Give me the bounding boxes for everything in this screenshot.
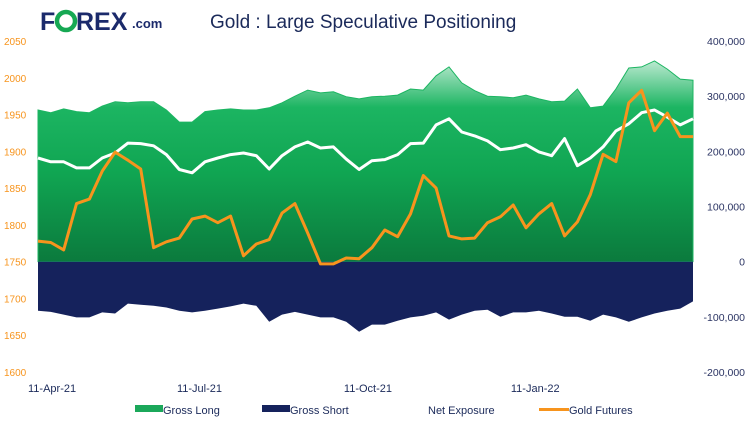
gross-long-area [37, 60, 694, 263]
logo-rex: REX [76, 8, 128, 36]
legend-label: Gross Long [163, 405, 220, 417]
legend-item-gross-short: Gross Short [262, 405, 349, 417]
x-axis-tick: 11-Apr-21 [28, 383, 76, 395]
x-axis-tick: 11-Oct-21 [344, 383, 392, 395]
logo: F REX .com [40, 8, 162, 36]
left-axis-tick: 1850 [4, 184, 27, 195]
gold-futures-line [37, 88, 693, 266]
x-axis-tick: 11-Jul-21 [177, 383, 222, 395]
x-axis-tick: 11-Jan-22 [511, 383, 560, 395]
logo-com: .com [132, 16, 162, 31]
left-axis-tick: 1650 [4, 331, 27, 342]
left-axis-tick: 1600 [4, 368, 27, 379]
legend-swatch [262, 405, 290, 412]
right-axis-tick: 200,000 [707, 146, 745, 158]
legend-swatch [135, 405, 163, 412]
left-axis-tick: 1950 [4, 111, 27, 122]
legend-label: Net Exposure [428, 405, 495, 417]
left-axis-tick: 1800 [4, 221, 27, 232]
chart-title: Gold : Large Speculative Positioning [210, 12, 516, 33]
left-axis-tick: 2050 [4, 37, 27, 48]
right-axis-tick: 400,000 [707, 36, 745, 48]
legend-item-net-exposure: Net Exposure [428, 405, 495, 417]
left-axis-tick: 1700 [4, 294, 27, 305]
logo-f: F [40, 8, 55, 36]
legend-item-gross-long: Gross Long [135, 405, 220, 417]
right-axis-tick: 0 [739, 257, 745, 269]
gross-short-area [38, 261, 693, 332]
left-axis-tick: 2000 [4, 74, 27, 85]
right-axis-tick: -100,000 [704, 312, 746, 324]
right-axis-tick: 300,000 [707, 91, 745, 103]
left-axis-tick: 1900 [4, 147, 27, 158]
legend-swatch [539, 408, 569, 411]
legend: Gross Long Gross Short Net Exposure Gold Fu… [135, 405, 633, 417]
legend-label: Gross Short [290, 405, 349, 417]
right-axis-tick: -200,000 [704, 367, 746, 379]
legend-label: Gold Futures [569, 405, 633, 417]
right-axis-tick: 100,000 [707, 202, 745, 214]
legend-item-gold-futures: Gold Futures [539, 405, 633, 417]
left-axis-tick: 1750 [4, 258, 27, 269]
logo-o-icon [54, 9, 78, 33]
net-exposure-line [37, 108, 694, 175]
